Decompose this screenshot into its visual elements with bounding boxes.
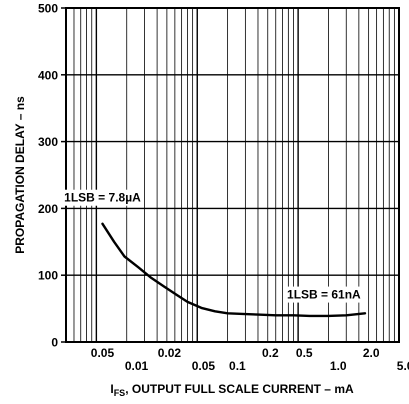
y-axis-ticks: 0 100 200 300 400 500: [38, 2, 66, 350]
x-axis-label-rest: , OUTPUT FULL SCALE CURRENT – mA: [125, 382, 354, 396]
annotation: 1LSB = 7.8µA: [62, 189, 144, 206]
annotation-label: 1LSB = 61nA: [287, 288, 361, 302]
annotation-background: [285, 286, 364, 303]
y-tick-label: 200: [38, 202, 58, 216]
x-tick-label: 0.02: [158, 346, 182, 360]
x-tick-label: 0.01: [125, 359, 149, 373]
annotations: 1LSB = 7.8µA 1LSB = 61nA: [62, 189, 364, 303]
y-tick-label: 500: [38, 2, 58, 16]
y-tick-label: 300: [38, 135, 58, 149]
x-tick-label: 0.1: [229, 359, 246, 373]
x-tick-label: 2.0: [363, 346, 380, 360]
x-axis-label-main: I: [110, 382, 113, 396]
x-tick-label: 0.05: [192, 359, 216, 373]
annotation-label: 1LSB = 7.8µA: [64, 191, 141, 205]
data-series-line: [101, 222, 367, 318]
y-tick-label: 100: [38, 269, 58, 283]
y-axis-label: PROPAGATION DELAY – ns: [13, 96, 27, 254]
y-tick-label: 400: [38, 68, 58, 82]
x-tick-label: 0.05: [91, 346, 115, 360]
plot-frame: [65, 7, 400, 343]
annotation: 1LSB = 61nA: [285, 286, 364, 303]
x-tick-label: 5.0: [397, 359, 409, 373]
grid: [66, 8, 399, 342]
x-tick-label: 1.0: [330, 359, 347, 373]
annotation-background: [62, 189, 144, 206]
y-tick-label: 0: [51, 336, 58, 350]
x-tick-label: 0.2: [262, 346, 279, 360]
x-axis-label-subscript: FS: [114, 388, 126, 398]
x-axis-label: IFS, OUTPUT FULL SCALE CURRENT – mA: [110, 382, 354, 398]
x-tick-label: 0.5: [296, 346, 313, 360]
